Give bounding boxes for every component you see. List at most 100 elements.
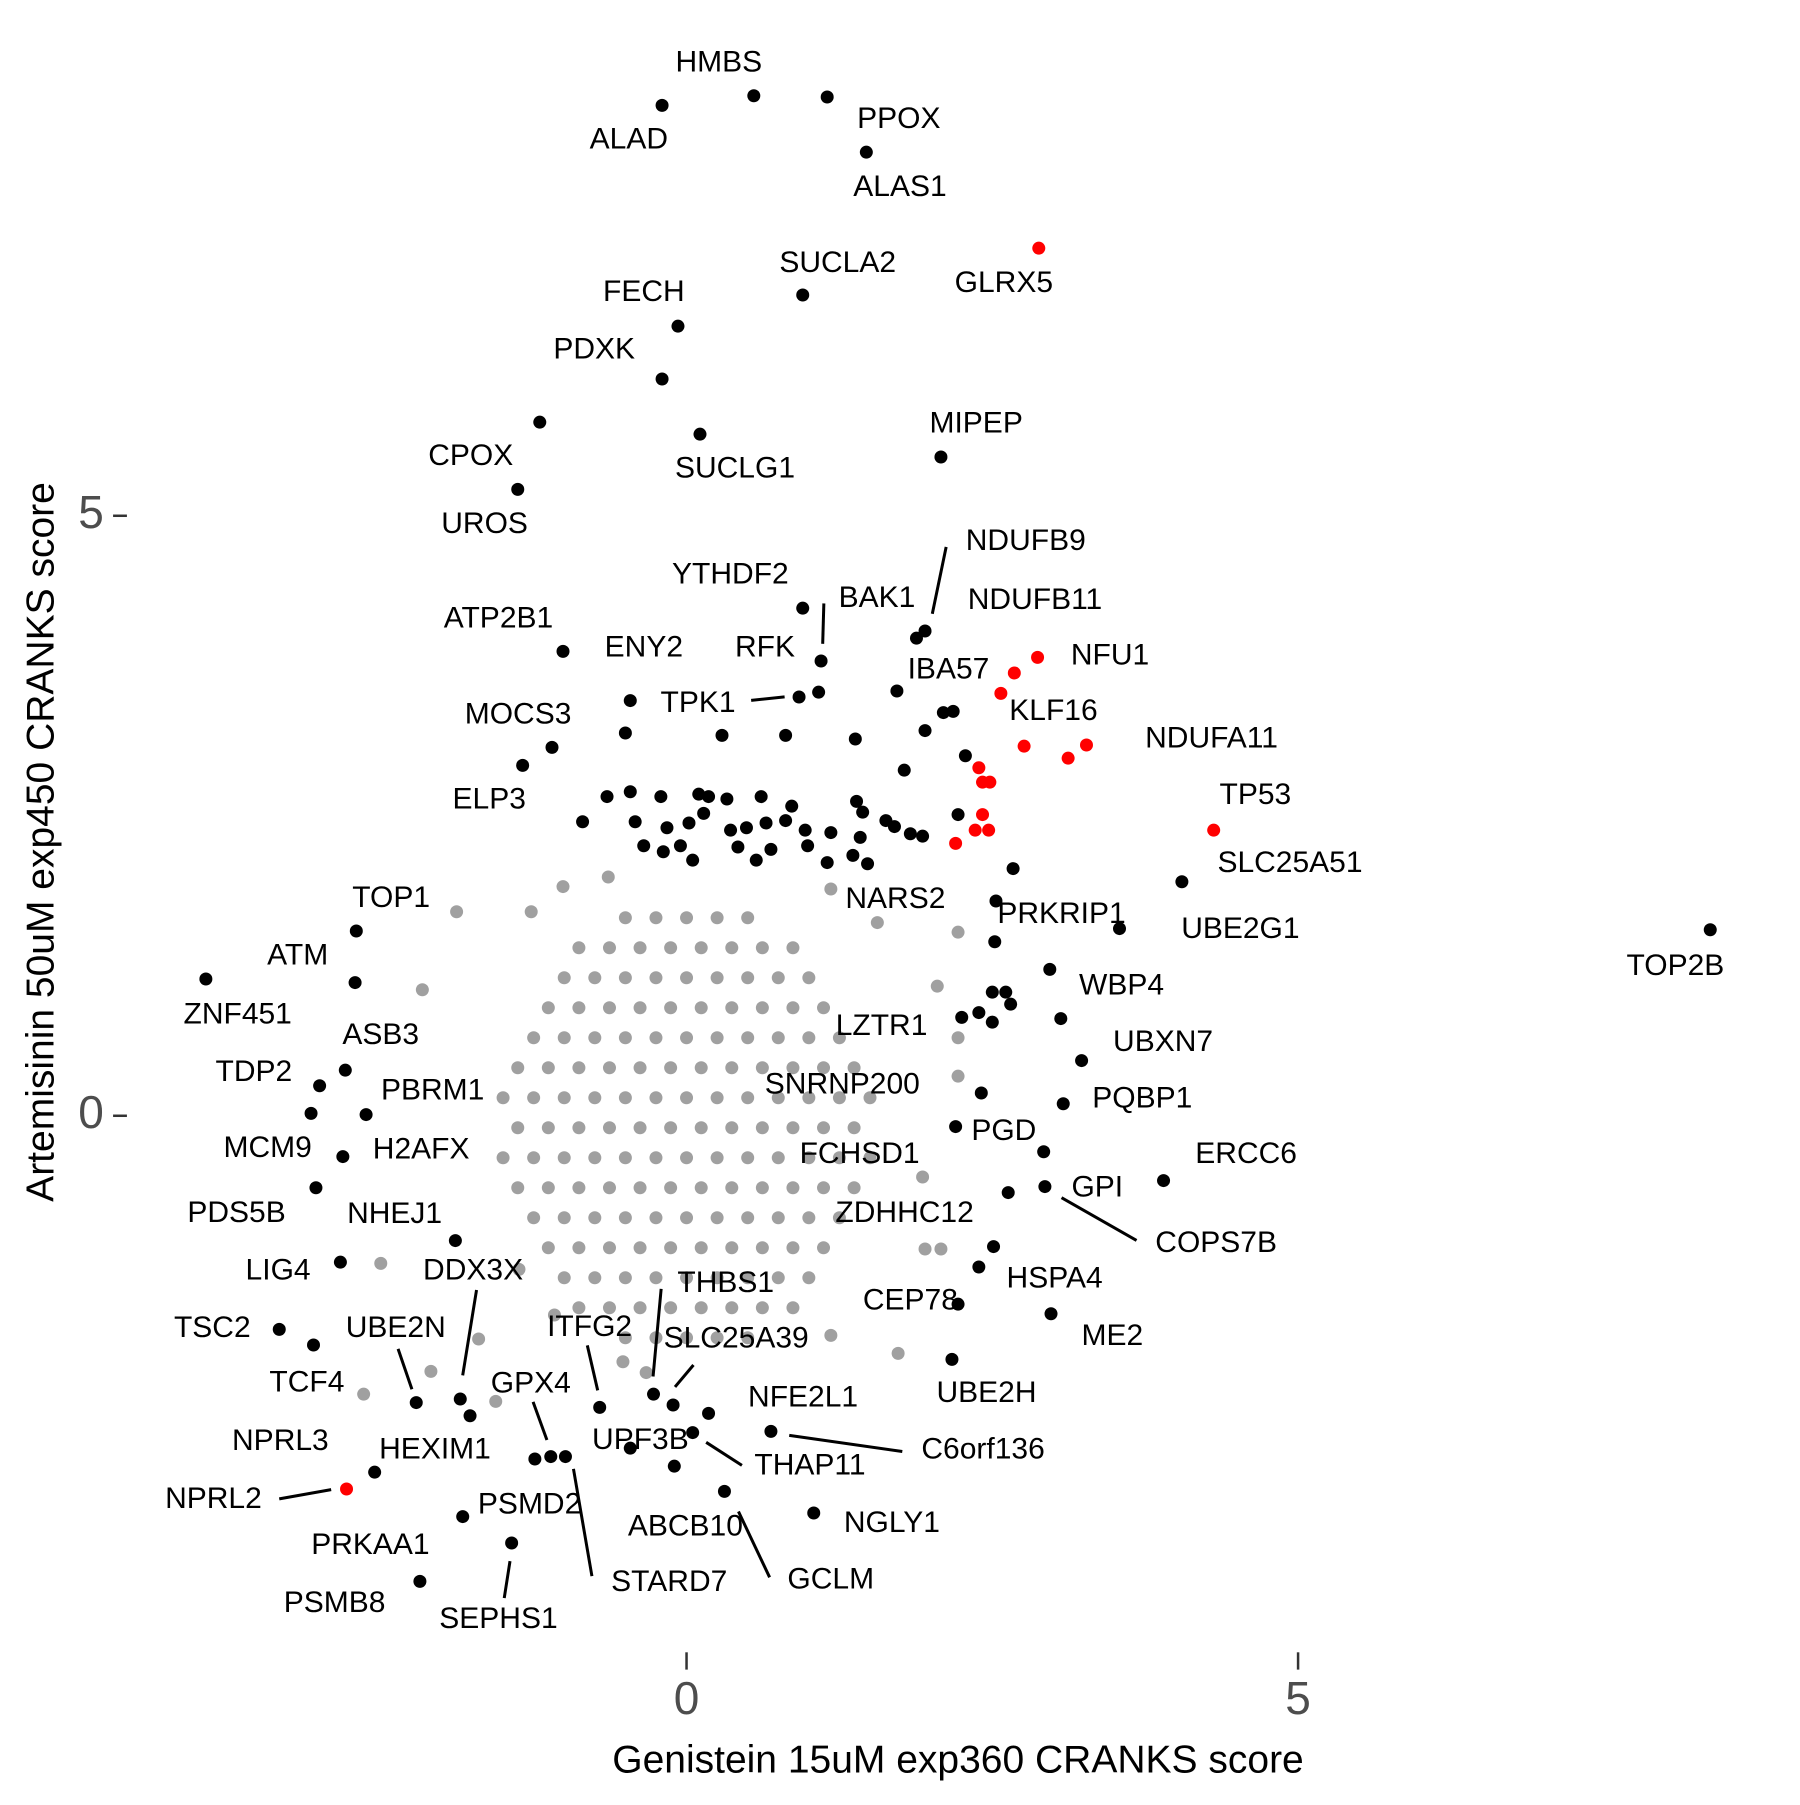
- point: [541, 1001, 555, 1015]
- point-label: HSPA4: [1007, 1262, 1103, 1295]
- point-label: FCHSD1: [800, 1137, 920, 1170]
- point: [618, 1271, 632, 1285]
- point: [516, 758, 530, 772]
- point: [814, 654, 828, 668]
- y-tick-label: 0: [78, 1086, 104, 1138]
- point: [771, 1151, 785, 1165]
- point: [618, 1331, 632, 1345]
- point: [747, 89, 761, 103]
- point: [879, 814, 893, 828]
- point: [1044, 1307, 1058, 1321]
- point: [786, 1001, 800, 1015]
- point: [633, 941, 647, 955]
- point: [309, 1181, 323, 1195]
- point: [602, 1061, 616, 1075]
- point: [340, 1482, 354, 1496]
- point: [313, 1079, 327, 1093]
- point: [680, 1211, 694, 1225]
- point: [686, 1426, 700, 1440]
- point: [628, 815, 642, 829]
- point: [673, 839, 687, 853]
- point: [951, 925, 965, 939]
- point: [633, 1301, 647, 1315]
- point-label: CEP78: [863, 1283, 958, 1316]
- point: [771, 971, 785, 985]
- point: [951, 1297, 965, 1311]
- point: [623, 1441, 637, 1455]
- point: [511, 1121, 525, 1135]
- point: [786, 1181, 800, 1195]
- point-label: ZNF451: [184, 997, 292, 1030]
- point: [618, 911, 632, 925]
- point: [633, 1061, 647, 1075]
- point: [618, 1151, 632, 1165]
- point-label: NARS2: [845, 882, 945, 915]
- leader-line: [750, 695, 785, 702]
- point: [741, 1091, 755, 1105]
- point-label: PDXK: [553, 333, 635, 366]
- point: [1032, 241, 1046, 255]
- point: [556, 880, 570, 894]
- point: [710, 1031, 724, 1045]
- point: [199, 972, 213, 986]
- point-label: TSC2: [174, 1311, 251, 1344]
- point: [649, 971, 663, 985]
- point: [710, 1211, 724, 1225]
- point: [602, 1181, 616, 1195]
- point: [853, 830, 867, 844]
- point: [710, 1271, 724, 1285]
- point: [654, 790, 668, 804]
- point: [850, 794, 864, 808]
- point: [618, 1031, 632, 1045]
- point: [802, 1211, 816, 1225]
- point: [725, 1301, 739, 1315]
- point: [1207, 823, 1221, 837]
- point: [796, 288, 810, 302]
- point: [786, 941, 800, 955]
- point-label: MIPEP: [929, 407, 1022, 440]
- point-label: TCF4: [269, 1365, 344, 1398]
- point: [527, 1091, 541, 1105]
- point: [374, 1256, 388, 1270]
- point: [572, 1241, 586, 1255]
- point: [697, 806, 711, 820]
- point-label: SNRNP200: [765, 1068, 920, 1101]
- point: [528, 1452, 542, 1466]
- point: [541, 1061, 555, 1075]
- point-label: THBS1: [677, 1266, 774, 1299]
- point: [982, 823, 996, 837]
- point-label: PRKRIP1: [997, 897, 1125, 930]
- point: [572, 941, 586, 955]
- point: [955, 1010, 969, 1024]
- point: [680, 1091, 694, 1105]
- point: [656, 845, 670, 859]
- point: [717, 1484, 731, 1498]
- point: [527, 1031, 541, 1045]
- point: [557, 1271, 571, 1285]
- point: [682, 816, 696, 830]
- point-label: TOP2B: [1626, 949, 1724, 982]
- point: [976, 808, 990, 822]
- point-label: UBE2H: [937, 1376, 1037, 1409]
- point: [593, 1400, 607, 1414]
- leader-line: [531, 1401, 549, 1441]
- point: [741, 911, 755, 925]
- point: [951, 1031, 965, 1045]
- leader-line: [789, 1433, 903, 1454]
- point: [764, 1424, 778, 1438]
- point: [572, 1181, 586, 1195]
- point: [413, 1574, 427, 1588]
- point: [710, 1091, 724, 1105]
- point: [572, 1121, 586, 1135]
- point-label: TDP2: [216, 1055, 293, 1088]
- point: [817, 1001, 831, 1015]
- point: [456, 1510, 470, 1524]
- point: [348, 976, 362, 990]
- point: [755, 1241, 769, 1255]
- point: [505, 1536, 519, 1550]
- point: [755, 1121, 769, 1135]
- point: [602, 1001, 616, 1015]
- point: [1007, 666, 1021, 680]
- point: [817, 1181, 831, 1195]
- point: [951, 1069, 965, 1083]
